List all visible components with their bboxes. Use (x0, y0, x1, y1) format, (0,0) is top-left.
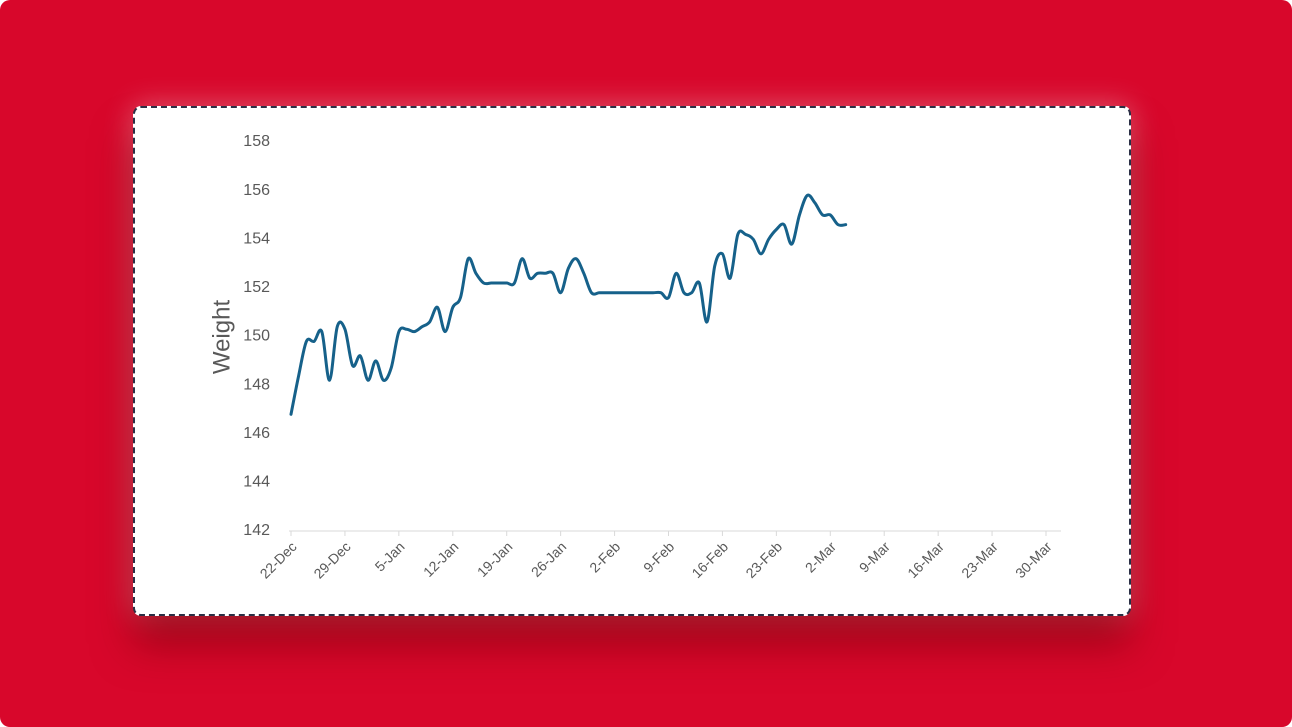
y-tick-label: 158 (243, 133, 270, 150)
x-tick-label: 30-Mar (1012, 538, 1055, 581)
x-tick-label: 23-Feb (742, 538, 785, 581)
weight-line (289, 193, 848, 416)
x-tick-label: 9-Feb (640, 538, 677, 575)
y-tick-label: 156 (243, 182, 270, 199)
y-tick-label: 142 (243, 522, 270, 539)
y-axis-label: Weight (208, 300, 235, 375)
y-tick-label: 152 (243, 279, 270, 296)
x-tick-label: 29-Dec (310, 538, 353, 581)
y-tick-label: 148 (243, 376, 270, 393)
x-tick-label: 16-Mar (904, 538, 947, 581)
y-tick-label: 146 (243, 425, 270, 442)
x-tick-label: 12-Jan (420, 538, 462, 580)
x-tick-label: 9-Mar (856, 538, 893, 575)
x-tick-label: 16-Feb (688, 538, 731, 581)
x-tick-label: 2-Mar (802, 538, 839, 575)
x-tick-label: 19-Jan (474, 538, 516, 580)
x-tick-label: 23-Mar (958, 538, 1001, 581)
x-tick-label: 22-Dec (257, 538, 300, 581)
x-tick-label: 26-Jan (528, 538, 570, 580)
y-tick-label: 154 (243, 230, 270, 247)
x-tick-label: 2-Feb (586, 538, 623, 575)
y-tick-label: 150 (243, 328, 270, 345)
y-tick-label: 144 (243, 474, 270, 491)
x-tick-label: 5-Jan (372, 538, 408, 574)
